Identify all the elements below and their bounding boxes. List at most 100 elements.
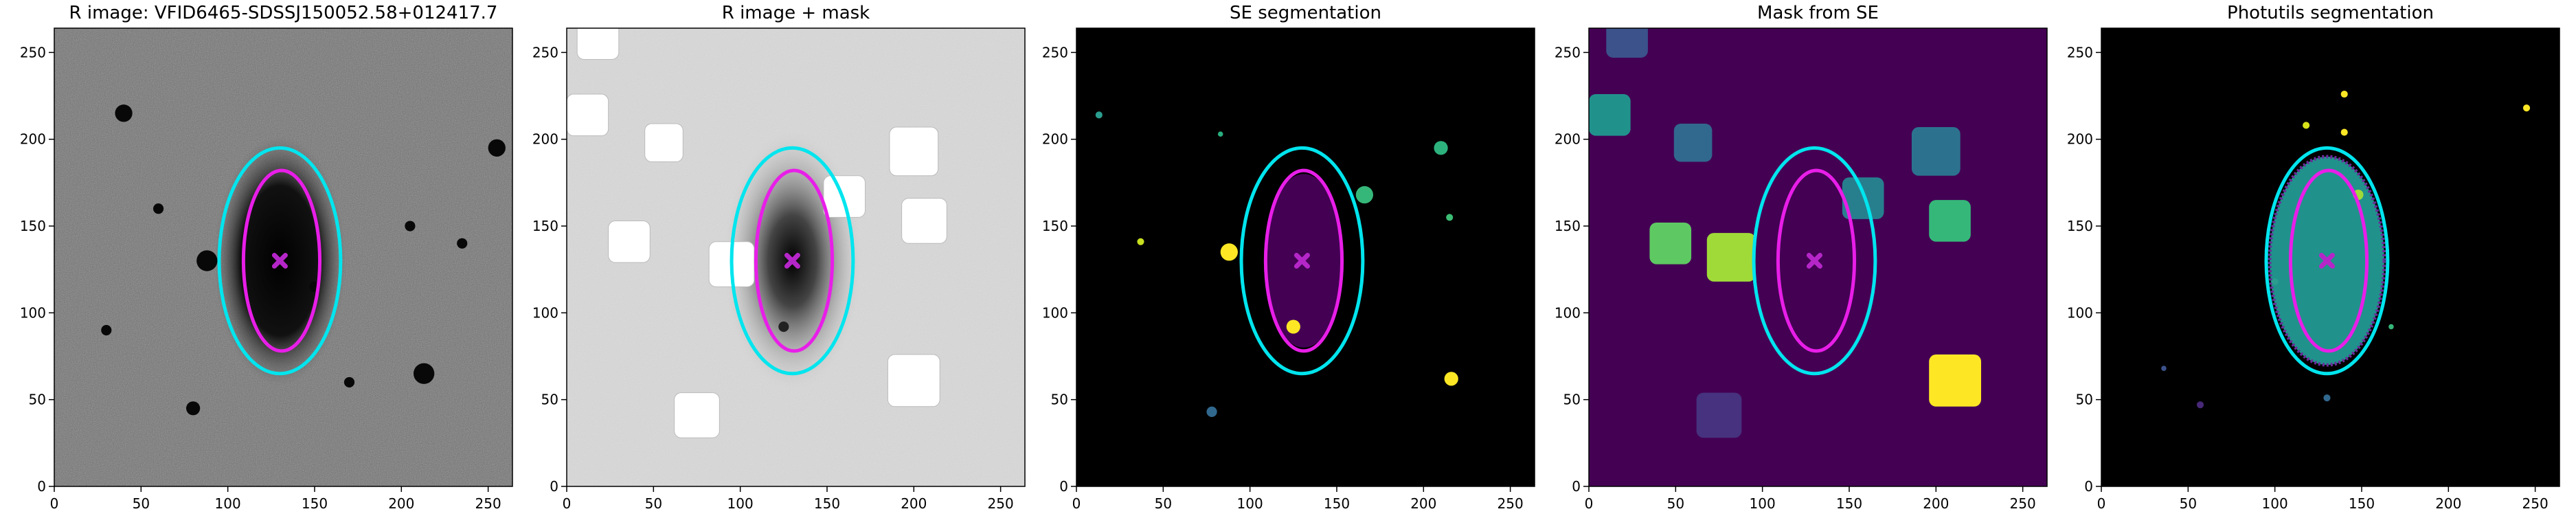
segment [2161, 365, 2167, 371]
mask-patch [901, 198, 947, 244]
x-tick-label: 100 [727, 495, 754, 512]
y-tick-label: 0 [37, 478, 46, 495]
x-tick-label: 0 [50, 495, 59, 512]
segment [2303, 122, 2310, 129]
axes-frame [2101, 27, 2560, 487]
segment [1446, 214, 1454, 221]
segment [2271, 278, 2279, 285]
mask-patch [1649, 222, 1692, 264]
y-tick-label: 200 [2067, 131, 2093, 148]
x-tick-label: 50 [2180, 495, 2197, 512]
y-tick-label: 150 [1042, 218, 1068, 234]
segment [1355, 185, 1374, 204]
segment [2196, 401, 2204, 409]
star [457, 238, 468, 249]
star [153, 203, 164, 214]
x-tick-label: 250 [988, 495, 1014, 512]
segment [2388, 324, 2394, 330]
x-tick-label: 50 [133, 495, 150, 512]
star [101, 325, 112, 336]
star [405, 221, 416, 232]
y-tick-label: 250 [1042, 44, 1068, 60]
panel-title: Photutils segmentation [2227, 3, 2434, 23]
y-tick-label: 100 [2067, 304, 2093, 321]
segment [1286, 319, 1300, 334]
aperture-ellipse [754, 168, 835, 353]
y-tick-label: 250 [2067, 44, 2093, 60]
mask-patch [674, 392, 720, 438]
x-tick-label: 0 [1585, 495, 1594, 512]
y-tick-label: 200 [1555, 131, 1581, 148]
aperture-ellipse [1239, 146, 1365, 376]
y-tick-label: 250 [1555, 44, 1581, 60]
y-tick-label: 50 [1051, 392, 1068, 408]
y-tick-label: 150 [1555, 218, 1581, 234]
y-tick-label: 100 [1555, 304, 1581, 321]
axes-frame [566, 27, 1026, 487]
y-tick-label: 100 [532, 304, 558, 321]
aperture-ellipse [1776, 168, 1857, 353]
y-tick-label: 100 [1042, 304, 1068, 321]
image-panel [1589, 28, 2047, 486]
panel-title: Mask from SE [1757, 3, 1879, 23]
x-tick-label: 0 [2097, 495, 2106, 512]
image-panel [567, 28, 1025, 486]
y-tick-label: 50 [2076, 392, 2093, 408]
aperture-ellipse [217, 146, 343, 376]
y-tick-label: 0 [1572, 478, 1581, 495]
segment [1434, 141, 1448, 155]
center-marker [1806, 253, 1822, 269]
x-tick-label: 200 [901, 495, 927, 512]
mask-patch [608, 220, 651, 263]
axes-frame [54, 27, 513, 487]
mask-patch [1929, 354, 1981, 407]
mask-patch [1673, 123, 1713, 162]
segment [2340, 90, 2348, 98]
x-tick-label: 200 [2435, 495, 2461, 512]
center-marker [271, 253, 288, 269]
y-tick-label: 150 [2067, 218, 2093, 234]
aperture-ellipse [2288, 168, 2369, 353]
x-tick-label: 50 [1667, 495, 1684, 512]
star [343, 376, 355, 387]
mask-patch [1696, 392, 1742, 438]
star [186, 401, 201, 416]
image-panel [1076, 28, 1535, 486]
panel-title: SE segmentation [1230, 3, 1381, 23]
y-tick-label: 50 [29, 392, 46, 408]
segment [1137, 238, 1144, 245]
x-tick-label: 250 [2522, 495, 2549, 512]
segment [1095, 111, 1103, 119]
x-tick-label: 250 [475, 495, 501, 512]
star [115, 104, 133, 122]
y-tick-label: 150 [532, 218, 558, 234]
mask-patch [887, 354, 940, 407]
y-tick-label: 0 [1059, 478, 1068, 495]
x-tick-label: 150 [302, 495, 328, 512]
mask-patch [567, 93, 609, 137]
mask-patch [644, 123, 683, 163]
x-tick-label: 150 [1324, 495, 1350, 512]
segment [2323, 394, 2331, 402]
x-tick-label: 150 [1836, 495, 1862, 512]
x-tick-label: 100 [215, 495, 241, 512]
center-marker [2318, 253, 2335, 269]
x-tick-label: 200 [1410, 495, 1436, 512]
mask-patch [823, 175, 866, 218]
x-tick-label: 50 [645, 495, 662, 512]
mask-patch [889, 126, 939, 177]
x-tick-label: 150 [814, 495, 840, 512]
axes-frame [1588, 27, 2048, 487]
segment [2340, 128, 2348, 136]
center-marker [784, 253, 800, 269]
x-tick-label: 100 [1750, 495, 1776, 512]
star [488, 139, 506, 157]
mask-patch [1842, 177, 1884, 219]
x-tick-label: 250 [1498, 495, 1524, 512]
mask-patch [1929, 200, 1971, 242]
panel-title: R image + mask [722, 3, 870, 23]
segment [1444, 372, 1458, 386]
mask-patch [576, 28, 620, 60]
